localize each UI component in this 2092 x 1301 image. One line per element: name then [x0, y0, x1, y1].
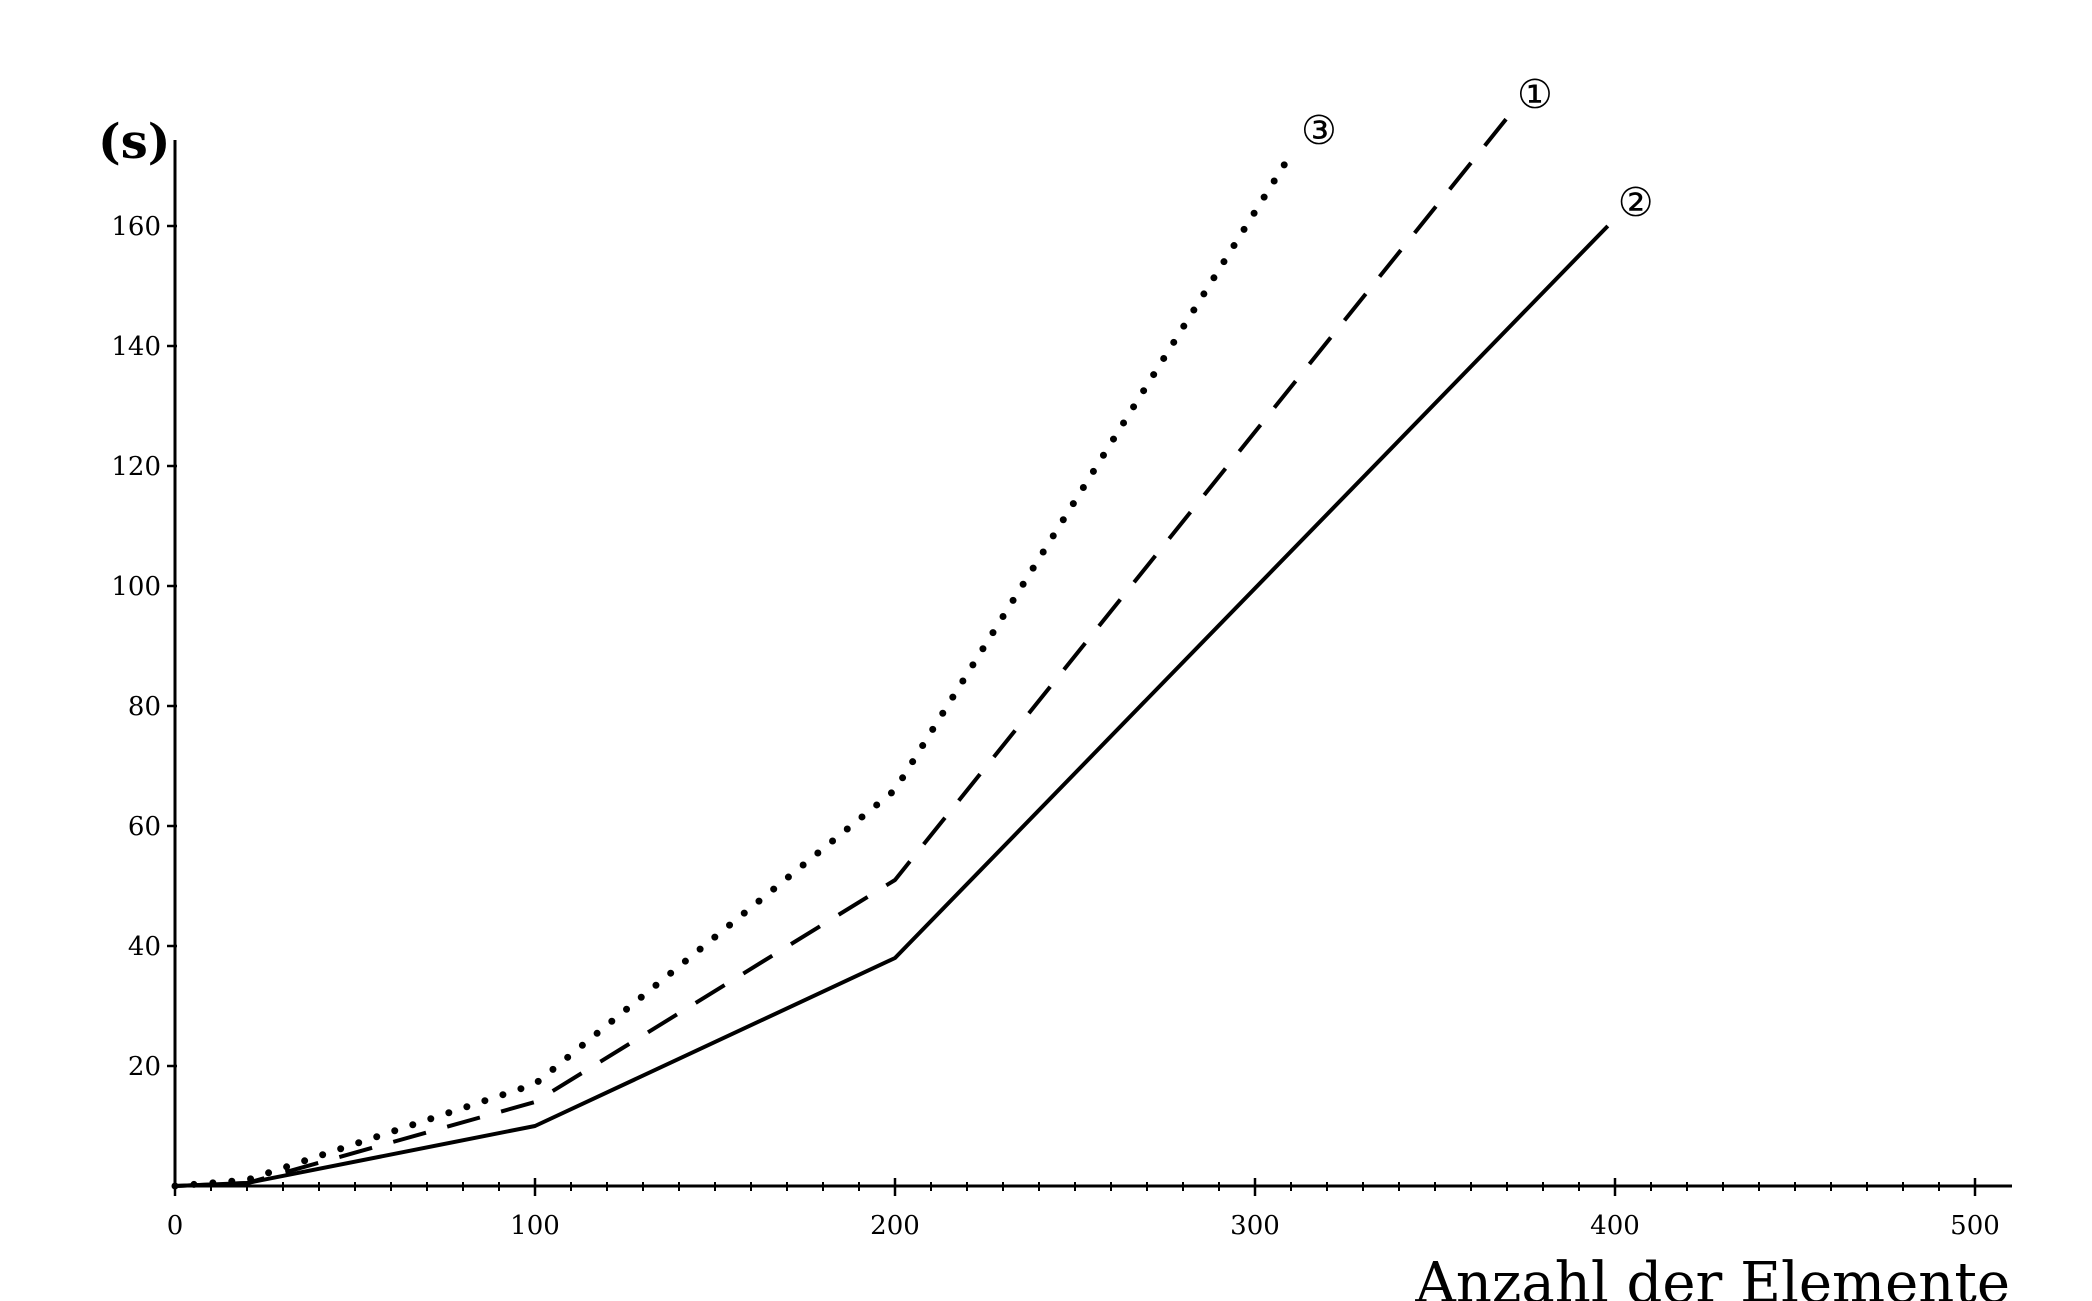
series-line-1 [174, 116, 1509, 1188]
y-tick-label: 60 [128, 812, 161, 842]
x-tick-label: 300 [1230, 1211, 1280, 1241]
series-lines [171, 116, 1610, 1190]
series-label-2: ② [1618, 180, 1654, 226]
y-tick-label: 40 [128, 932, 161, 962]
x-tick-label: 500 [1950, 1211, 2000, 1241]
series-label-1: ① [1517, 72, 1553, 118]
x-tick-label: 200 [870, 1211, 920, 1241]
y-tick-label: 120 [111, 452, 161, 482]
x-tick-label: 0 [167, 1211, 184, 1241]
y-tick-label: 20 [128, 1052, 161, 1082]
series-line-3 [171, 150, 1295, 1190]
ticks: 0 100 200 300 400 500 20 40 60 80 100 120 140 160 [111, 212, 1999, 1241]
x-axis-label: Anzahl der Elemente [1414, 1251, 2010, 1301]
y-tick-label: 80 [128, 692, 161, 722]
y-tick-label: 140 [111, 332, 161, 362]
y-tick-label: 100 [111, 572, 161, 602]
axes [173, 140, 2012, 1188]
x-tick-label: 100 [510, 1211, 560, 1241]
series-label-3: ③ [1301, 108, 1337, 154]
y-tick-label: 160 [111, 212, 161, 242]
x-tick-label: 400 [1590, 1211, 1640, 1241]
series-markers: ① ② ③ [1301, 72, 1654, 226]
y-axis-label: (s) [98, 114, 170, 170]
series-line-2 [174, 224, 1610, 1188]
